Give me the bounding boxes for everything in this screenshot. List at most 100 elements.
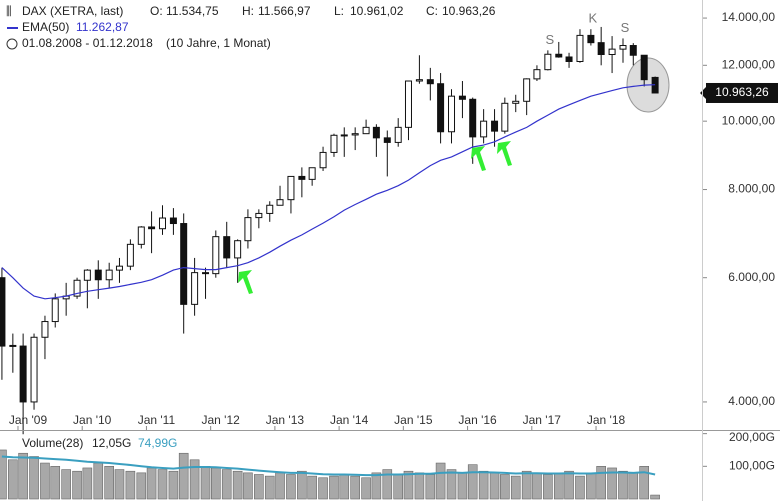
y-tick-label: 100,00G <box>729 458 775 472</box>
subtitle: 01.08.2008 - 01.12.2018 <box>22 36 153 50</box>
volume-bar <box>382 469 393 500</box>
volume-last: 12,05G <box>92 436 131 450</box>
x-tick-label: Jan '16 <box>458 413 497 427</box>
candle-body <box>491 120 499 132</box>
y-tick-label: 14.000,00 <box>722 10 776 24</box>
candle-body <box>244 217 252 242</box>
volume-bar <box>264 475 275 500</box>
ema-line <box>1 84 656 300</box>
candle-body <box>94 269 102 281</box>
candle-body <box>276 199 284 206</box>
volume-bar <box>72 470 82 500</box>
volume-bar <box>61 469 71 500</box>
candle-body <box>180 223 188 305</box>
x-tick-label: Jan '18 <box>587 413 626 427</box>
x-tick-label: Jan '11 <box>138 413 176 427</box>
volume-bar <box>350 475 360 500</box>
arrow <box>471 146 486 171</box>
volume-bar <box>232 470 243 500</box>
legend-value: 11.262,87 <box>76 20 129 34</box>
volume-bar <box>457 472 468 500</box>
volume-bar <box>8 459 18 500</box>
price-tag-label: 10.963,26 <box>715 85 769 99</box>
clock-icon <box>6 38 18 50</box>
arrow <box>497 141 512 166</box>
candle-body <box>148 226 156 230</box>
ohlc-key: C: <box>426 4 438 18</box>
y-tick-label: 10.000,00 <box>722 113 776 127</box>
volume-bar <box>425 474 436 500</box>
volume-title: Volume(28) <box>22 436 83 450</box>
volume-bar <box>178 452 189 500</box>
candle-body <box>555 53 563 58</box>
candle-body <box>372 126 380 139</box>
volume-bar <box>104 466 114 500</box>
volume-bar <box>618 470 628 500</box>
candle-body <box>587 34 595 44</box>
candle-body <box>30 336 38 403</box>
volume-bar <box>607 467 617 500</box>
volume-bar <box>393 474 404 500</box>
volume-bar <box>318 477 328 500</box>
volume-bar <box>146 467 157 500</box>
ohlc-value: 10.963,26 <box>442 4 496 18</box>
volume-bar <box>329 475 339 500</box>
candle-body <box>340 134 348 137</box>
legend-label: EMA(50) <box>22 20 69 34</box>
volume-bar <box>243 472 253 500</box>
y-tick-label: 4.000,00 <box>728 394 775 408</box>
volume-bar <box>435 462 446 500</box>
candle-body <box>73 279 81 297</box>
candle-body <box>437 83 445 133</box>
candle-body <box>266 204 274 214</box>
volume-bar <box>489 472 500 500</box>
y-tick-label: 12.000,00 <box>722 57 776 71</box>
x-tick-label: Jan '13 <box>266 413 305 427</box>
volume-bar <box>136 472 147 500</box>
volume-bar <box>650 494 660 500</box>
candle-body <box>223 236 231 259</box>
volume-bar <box>18 452 28 500</box>
candle-body <box>512 100 520 104</box>
volume-bar <box>29 456 39 500</box>
volume-bar <box>371 472 382 500</box>
candle-body <box>426 79 434 85</box>
arrow <box>238 270 253 294</box>
volume-bar <box>189 459 200 500</box>
volume-bar <box>361 477 371 500</box>
candle-body <box>83 269 91 281</box>
candle-body <box>640 54 648 81</box>
volume-bar <box>414 472 425 500</box>
ohlc-key: O: <box>150 4 163 18</box>
ohlc-key: H: <box>242 4 254 18</box>
candle-body <box>255 212 263 219</box>
candle-body <box>394 126 402 143</box>
candle-body <box>158 217 166 230</box>
y-tick-label: 6.000,00 <box>728 270 775 284</box>
period: (10 Jahre, 1 Monat) <box>166 36 271 50</box>
icon: ⫼ <box>6 4 12 18</box>
candle-body <box>533 69 541 80</box>
candle-body <box>565 56 573 62</box>
ohlc-value: 10.961,02 <box>350 4 404 18</box>
volume-bar <box>82 467 93 500</box>
candle-body <box>608 48 616 56</box>
candle-body <box>629 45 637 56</box>
volume-bar <box>564 470 574 500</box>
volume-bar <box>543 474 553 500</box>
volume-bar <box>403 470 414 500</box>
candle-body <box>19 345 27 403</box>
volume-avg-line <box>1 455 656 477</box>
candle-body <box>287 175 295 201</box>
candle-body <box>169 217 177 225</box>
candle-body <box>362 126 370 135</box>
volume-bar <box>40 462 50 500</box>
volume-bar <box>307 475 317 500</box>
candle-body <box>415 79 423 82</box>
ohlc-value: 11.534,75 <box>166 4 219 18</box>
candle-body <box>202 272 210 275</box>
volume-bar <box>478 470 489 500</box>
volume-bar <box>286 474 296 500</box>
candle-body <box>212 236 220 275</box>
